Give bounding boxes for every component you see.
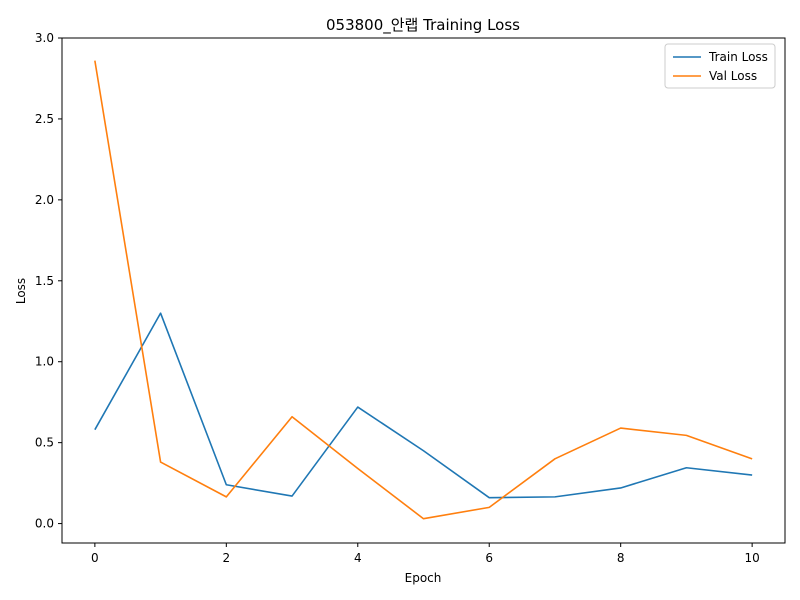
series-line-train-loss	[94, 312, 753, 499]
plot-area: 0 2 4 6 8 10 0.0 0.5 1.0 1.5 2.0 2.5 3.0 Train Loss Va…	[35, 31, 786, 565]
y-axis-label: Loss	[14, 278, 28, 304]
x-axis-label: Epoch	[405, 571, 442, 585]
x-tick-label: 8	[617, 551, 625, 565]
axes-frame	[61, 37, 786, 544]
chart-title: 053800_안랩 Training Loss	[326, 16, 520, 35]
x-tick-label: 4	[354, 551, 362, 565]
y-tick-label: 0.5	[35, 436, 54, 450]
legend-label: Train Loss	[708, 50, 768, 64]
x-tick-label: 10	[744, 551, 759, 565]
series-line-val-loss	[94, 60, 753, 520]
legend-label: Val Loss	[709, 69, 757, 83]
x-tick-label: 2	[222, 551, 230, 565]
y-tick-label: 2.0	[35, 193, 54, 207]
y-tick-label: 0.0	[35, 517, 54, 531]
legend-box	[664, 43, 776, 89]
x-tick-label: 6	[485, 551, 493, 565]
y-tick-label: 1.5	[35, 274, 54, 288]
y-tick-label: 2.5	[35, 112, 54, 126]
x-tick-label: 0	[91, 551, 99, 565]
y-tick-label: 3.0	[35, 31, 54, 45]
y-tick-label: 1.0	[35, 355, 54, 369]
